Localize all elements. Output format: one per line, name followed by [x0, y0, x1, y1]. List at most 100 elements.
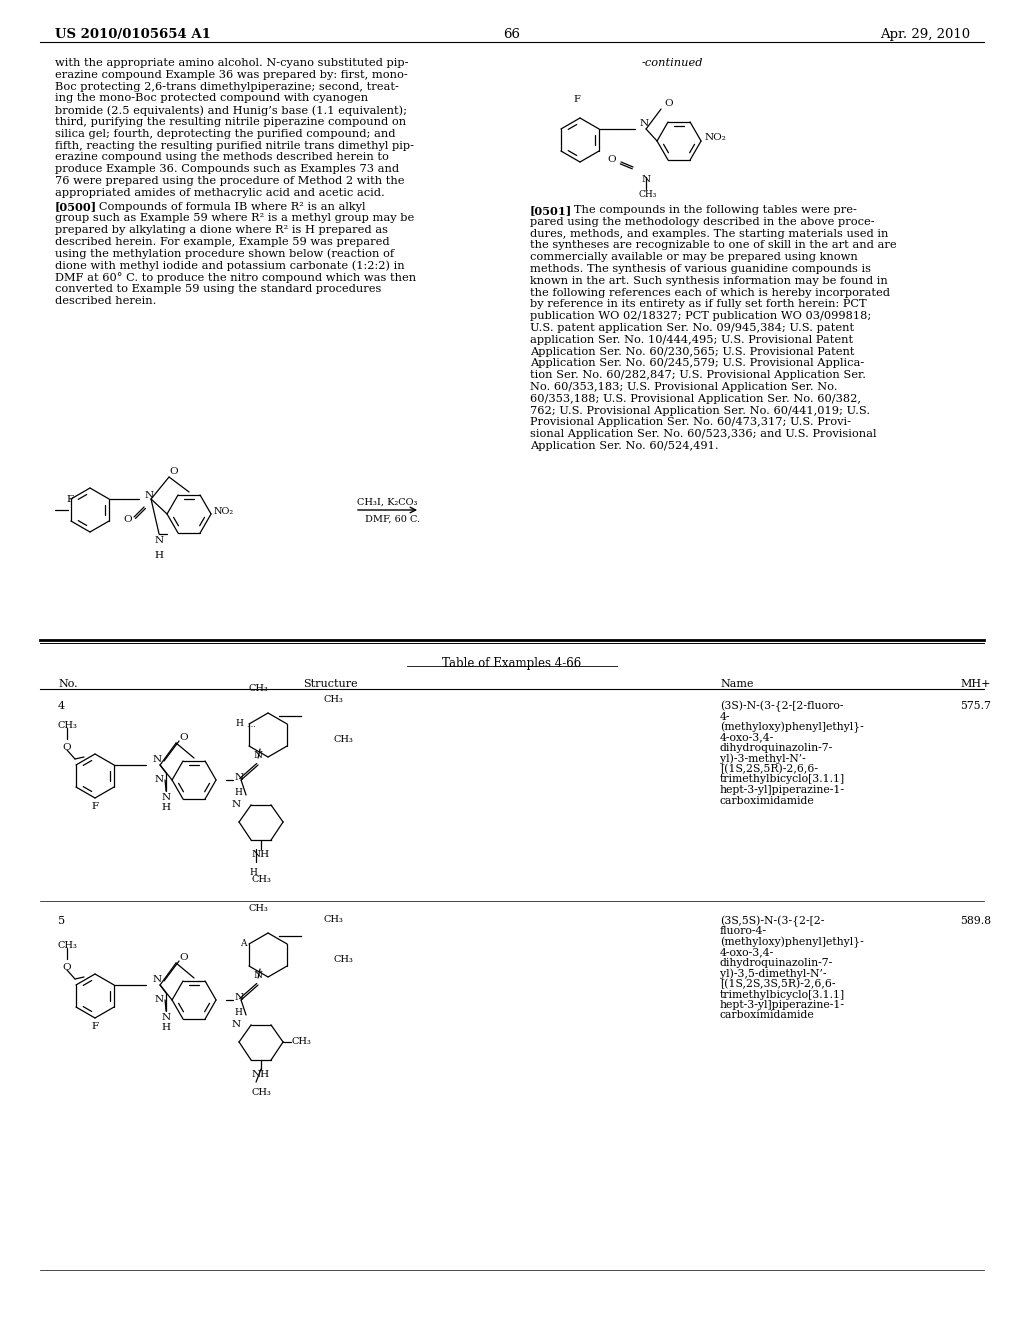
Text: dures, methods, and examples. The starting materials used in: dures, methods, and examples. The starti…: [530, 228, 889, 239]
Text: produce Example 36. Compounds such as Examples 73 and: produce Example 36. Compounds such as Ex…: [55, 164, 399, 174]
Text: N: N: [162, 1012, 171, 1022]
Text: 66: 66: [504, 28, 520, 41]
Text: (3S,5S)-N-(3-{2-[2-: (3S,5S)-N-(3-{2-[2-: [720, 916, 824, 928]
Text: hept-3-yl]piperazine-1-: hept-3-yl]piperazine-1-: [720, 1001, 845, 1010]
Text: H: H: [249, 869, 257, 876]
Text: H: H: [234, 788, 242, 797]
Text: Application Ser. No. 60/230,565; U.S. Provisional Patent: Application Ser. No. 60/230,565; U.S. Pr…: [530, 347, 854, 356]
Text: F: F: [66, 495, 73, 504]
Text: 76 were prepared using the procedure of Method 2 with the: 76 were prepared using the procedure of …: [55, 176, 404, 186]
Text: hept-3-yl]piperazine-1-: hept-3-yl]piperazine-1-: [720, 785, 845, 795]
Text: described herein.: described herein.: [55, 296, 157, 306]
Text: No. 60/353,183; U.S. Provisional Application Ser. No.: No. 60/353,183; U.S. Provisional Applica…: [530, 381, 838, 392]
Text: [0500]: [0500]: [55, 202, 97, 213]
Text: N: N: [234, 993, 243, 1002]
Text: The compounds in the following tables were pre-: The compounds in the following tables we…: [563, 205, 857, 215]
Text: by reference in its entirety as if fully set forth herein: PCT: by reference in its entirety as if fully…: [530, 300, 866, 309]
Text: N: N: [155, 776, 164, 784]
Text: using the methylation procedure shown below (reaction of: using the methylation procedure shown be…: [55, 248, 394, 259]
Text: known in the art. Such synthesis information may be found in: known in the art. Such synthesis informa…: [530, 276, 888, 286]
Text: [(1S,2S,5R)-2,6,6-: [(1S,2S,5R)-2,6,6-: [720, 764, 818, 775]
Text: A: A: [240, 939, 246, 948]
Text: Name: Name: [720, 678, 754, 689]
Text: trimethylbicyclo[3.1.1]: trimethylbicyclo[3.1.1]: [720, 775, 845, 784]
Text: US 2010/0105654 A1: US 2010/0105654 A1: [55, 28, 211, 41]
Text: O: O: [607, 156, 616, 165]
Text: H: H: [155, 550, 164, 560]
Text: trimethylbicyclo[3.1.1]: trimethylbicyclo[3.1.1]: [720, 990, 845, 999]
Text: MH+: MH+: [961, 678, 990, 689]
Text: Application Ser. No. 60/245,579; U.S. Provisional Applica-: Application Ser. No. 60/245,579; U.S. Pr…: [530, 359, 864, 368]
Text: dihydroquinazolin-7-: dihydroquinazolin-7-: [720, 958, 834, 968]
Text: carboximidamide: carboximidamide: [720, 1011, 815, 1020]
Text: CH₃: CH₃: [251, 1088, 271, 1097]
Text: N: N: [234, 772, 243, 781]
Text: appropriated amides of methacrylic acid and acetic acid.: appropriated amides of methacrylic acid …: [55, 187, 385, 198]
Text: CH₃: CH₃: [639, 190, 657, 199]
Text: methods. The synthesis of various guanidine compounds is: methods. The synthesis of various guanid…: [530, 264, 871, 275]
Text: F: F: [91, 1022, 98, 1031]
Text: group such as Example 59 where R² is a methyl group may be: group such as Example 59 where R² is a m…: [55, 214, 415, 223]
Text: -continued: -continued: [641, 58, 702, 69]
Text: O: O: [179, 733, 187, 742]
Text: (methyloxy)phenyl]ethyl}-: (methyloxy)phenyl]ethyl}-: [720, 937, 864, 948]
Text: dihydroquinazolin-7-: dihydroquinazolin-7-: [720, 743, 834, 752]
Text: described herein. For example, Example 59 was prepared: described herein. For example, Example 5…: [55, 238, 389, 247]
Text: with the appropriate amino alcohol. N-cyano substituted pip-: with the appropriate amino alcohol. N-cy…: [55, 58, 409, 69]
Text: H: H: [234, 1008, 242, 1016]
Text: commercially available or may be prepared using known: commercially available or may be prepare…: [530, 252, 858, 263]
Text: bromide (2.5 equivalents) and Hunig’s base (1.1 equivalent);: bromide (2.5 equivalents) and Hunig’s ba…: [55, 106, 407, 116]
Text: N: N: [639, 120, 648, 128]
Text: CH₃: CH₃: [333, 735, 353, 744]
Text: sional Application Ser. No. 60/523,336; and U.S. Provisional: sional Application Ser. No. 60/523,336; …: [530, 429, 877, 440]
Text: 4-: 4-: [720, 711, 730, 722]
Text: 575.7: 575.7: [961, 701, 991, 711]
Text: 60/353,188; U.S. Provisional Application Ser. No. 60/382,: 60/353,188; U.S. Provisional Application…: [530, 393, 861, 404]
Text: ing the mono-Boc protected compound with cyanogen: ing the mono-Boc protected compound with…: [55, 94, 368, 103]
Text: silica gel; fourth, deprotecting the purified compound; and: silica gel; fourth, deprotecting the pur…: [55, 129, 395, 139]
Text: NO₂: NO₂: [214, 507, 234, 516]
Text: pared using the methodology described in the above proce-: pared using the methodology described in…: [530, 216, 874, 227]
Text: F: F: [573, 95, 581, 104]
Text: 589.8: 589.8: [961, 916, 991, 927]
Text: fluoro-4-: fluoro-4-: [720, 927, 767, 936]
Text: fifth, reacting the resulting purified nitrile trans dimethyl pip-: fifth, reacting the resulting purified n…: [55, 141, 414, 150]
Text: (methyloxy)phenyl]ethyl}-: (methyloxy)phenyl]ethyl}-: [720, 722, 864, 734]
Text: the following references each of which is hereby incorporated: the following references each of which i…: [530, 288, 890, 297]
Text: Compounds of formula IB where R² is an alkyl: Compounds of formula IB where R² is an a…: [88, 202, 366, 211]
Text: publication WO 02/18327; PCT publication WO 03/099818;: publication WO 02/18327; PCT publication…: [530, 312, 871, 321]
Text: CH₃: CH₃: [57, 941, 77, 950]
Text: CH₃: CH₃: [248, 684, 268, 693]
Text: H: H: [162, 1023, 171, 1032]
Text: CH₃: CH₃: [291, 1038, 311, 1047]
Text: Table of Examples 4-66: Table of Examples 4-66: [442, 657, 582, 671]
Text: H: H: [236, 718, 243, 727]
Text: Apr. 29, 2010: Apr. 29, 2010: [880, 28, 970, 41]
Text: O: O: [170, 466, 178, 475]
Text: No.: No.: [58, 678, 78, 689]
Text: N: N: [254, 972, 262, 979]
Text: N: N: [162, 793, 171, 803]
Text: O: O: [62, 964, 72, 972]
Text: tion Ser. No. 60/282,847; U.S. Provisional Application Ser.: tion Ser. No. 60/282,847; U.S. Provision…: [530, 370, 866, 380]
Text: O: O: [664, 99, 673, 108]
Text: CH₃: CH₃: [333, 956, 353, 965]
Text: prepared by alkylating a dione where R² is H prepared as: prepared by alkylating a dione where R² …: [55, 226, 388, 235]
Text: DMF at 60° C. to produce the nitro compound which was then: DMF at 60° C. to produce the nitro compo…: [55, 272, 416, 284]
Text: NH: NH: [252, 1071, 270, 1078]
Text: N: N: [155, 995, 164, 1005]
Text: Boc protecting 2,6-trans dimethylpiperazine; second, treat-: Boc protecting 2,6-trans dimethylpiperaz…: [55, 82, 399, 91]
Text: N: N: [144, 491, 154, 499]
Text: Structure: Structure: [303, 678, 357, 689]
Text: 5: 5: [58, 916, 66, 927]
Text: 4: 4: [58, 701, 66, 711]
Text: DMF, 60 C.: DMF, 60 C.: [365, 515, 420, 524]
Text: N: N: [641, 176, 650, 183]
Text: dione with methyl iodide and potassium carbonate (1:2:2) in: dione with methyl iodide and potassium c…: [55, 260, 404, 271]
Text: application Ser. No. 10/444,495; U.S. Provisional Patent: application Ser. No. 10/444,495; U.S. Pr…: [530, 335, 853, 345]
Text: O: O: [179, 953, 187, 961]
Text: 762; U.S. Provisional Application Ser. No. 60/441,019; U.S.: 762; U.S. Provisional Application Ser. N…: [530, 405, 870, 416]
Text: erazine compound Example 36 was prepared by: first, mono-: erazine compound Example 36 was prepared…: [55, 70, 408, 79]
Text: carboximidamide: carboximidamide: [720, 796, 815, 805]
Text: Application Ser. No. 60/524,491.: Application Ser. No. 60/524,491.: [530, 441, 719, 451]
